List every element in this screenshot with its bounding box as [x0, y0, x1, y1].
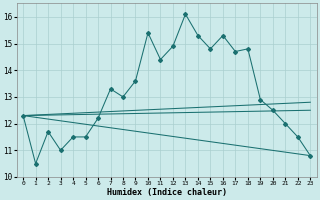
X-axis label: Humidex (Indice chaleur): Humidex (Indice chaleur) — [107, 188, 227, 197]
